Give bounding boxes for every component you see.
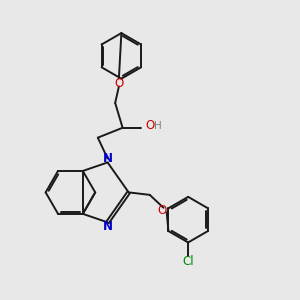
Text: H: H	[154, 121, 162, 131]
Text: O: O	[158, 205, 167, 218]
Text: O: O	[114, 76, 124, 90]
Text: Cl: Cl	[182, 255, 194, 268]
Text: N: N	[103, 220, 112, 233]
Text: N: N	[103, 152, 112, 165]
Text: O: O	[146, 118, 155, 132]
